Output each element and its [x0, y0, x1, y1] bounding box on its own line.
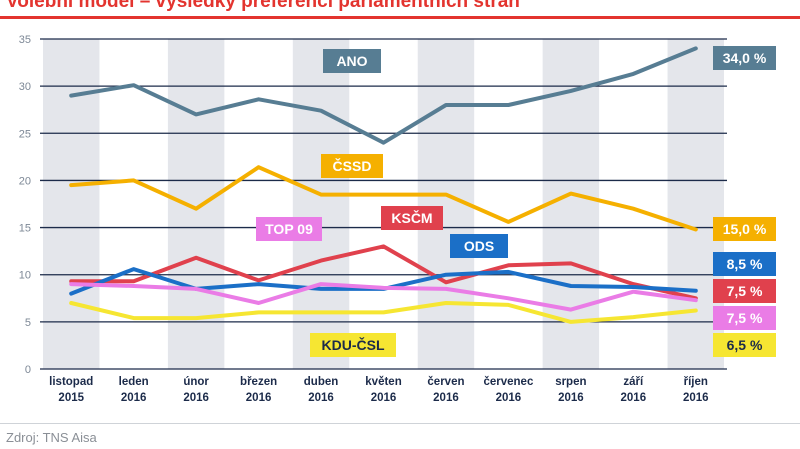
end-value-label-ks-m: 7,5 % — [727, 283, 763, 299]
chart-title: Volební model – výsledky preferencí parl… — [6, 0, 520, 12]
source-divider — [0, 423, 800, 424]
x-tick-label: 2016 — [496, 392, 522, 404]
end-value-label-ods: 8,5 % — [727, 256, 763, 272]
series-line--ssd — [69, 165, 698, 232]
series-name-box-ks-m — [381, 206, 443, 230]
background-band — [167, 39, 225, 369]
x-tick-label: 2016 — [683, 392, 709, 404]
series-name-box--ssd — [321, 154, 383, 178]
x-tick-label: leden — [119, 376, 149, 388]
series-line-ano — [69, 46, 698, 145]
series-name-label-kdu-sl: KDU-ČSL — [322, 336, 385, 353]
end-value-label-top-09: 7,5 % — [727, 310, 763, 326]
end-value-label--ssd: 15,0 % — [723, 221, 767, 237]
series-line-top-09 — [69, 282, 698, 312]
background-band — [43, 39, 100, 369]
series-name-label-top-09: TOP 09 — [265, 221, 313, 237]
y-tick-label: 30 — [19, 81, 31, 93]
series-name-label--ssd: ČSSD — [333, 157, 372, 174]
x-tick-label: 2016 — [308, 392, 334, 404]
x-tick-label: 2016 — [558, 392, 584, 404]
x-tick-label: 2016 — [621, 392, 647, 404]
x-tick-label: 2015 — [58, 392, 84, 404]
y-tick-label: 0 — [25, 364, 31, 376]
x-tick-label: únor — [183, 376, 209, 388]
background-band — [292, 39, 350, 369]
x-tick-label: srpen — [555, 376, 586, 388]
x-tick-label: červen — [427, 376, 464, 388]
end-value-label-kdu-sl: 6,5 % — [727, 337, 763, 353]
end-value-box-ods — [713, 252, 776, 276]
x-tick-label: 2016 — [246, 392, 272, 404]
y-tick-label: 5 — [25, 317, 31, 329]
line-chart: 0 5 10 15 20 25 30 35 listopad 2015 leden 2016 únor 2… — [19, 34, 776, 404]
series-name-box-ods — [450, 234, 508, 258]
x-tick-label: 2016 — [371, 392, 397, 404]
end-value-box-ks-m — [713, 279, 776, 303]
series-name-box-ano — [323, 49, 381, 73]
series-name-label-ks-m: KSČM — [391, 209, 432, 226]
x-tick-label: březen — [240, 376, 277, 388]
x-tick-label: duben — [304, 376, 339, 388]
x-tick-label: červenec — [483, 376, 533, 388]
end-value-box-kdu-sl — [713, 333, 776, 357]
y-tick-label: 15 — [19, 223, 31, 235]
x-tick-label: 2016 — [121, 392, 147, 404]
series-name-label-ods: ODS — [464, 238, 494, 254]
x-tick-label: říjen — [684, 376, 708, 388]
y-tick-label: 20 — [19, 175, 31, 187]
series-name-label-ano: ANO — [336, 53, 367, 69]
end-value-box-top-09 — [713, 306, 776, 330]
source-note: Zdroj: TNS Aisa — [6, 430, 97, 445]
x-tick-label: 2016 — [433, 392, 459, 404]
end-value-box--ssd — [713, 217, 776, 241]
y-tick-label: 10 — [19, 270, 31, 282]
series-name-box-top-09 — [256, 217, 322, 241]
series-name-box-kdu-sl — [310, 333, 396, 357]
series-line-ks-m — [69, 244, 698, 301]
end-value-box-ano — [713, 46, 776, 70]
y-tick-label: 25 — [19, 128, 31, 140]
title-rule — [0, 16, 800, 19]
end-value-label-ano: 34,0 % — [723, 50, 767, 66]
y-tick-label: 35 — [19, 34, 31, 46]
x-tick-label: listopad — [49, 376, 93, 388]
x-tick-label: květen — [365, 376, 401, 388]
series-line-kdu-sl — [69, 301, 698, 324]
x-tick-label: září — [623, 376, 644, 388]
x-tick-label: 2016 — [183, 392, 209, 404]
